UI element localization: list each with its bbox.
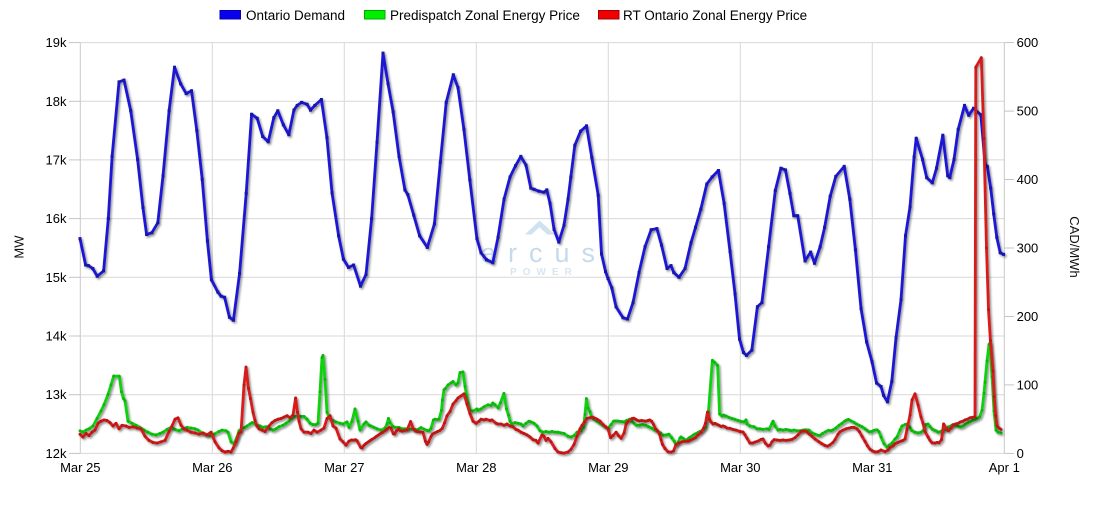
svg-text:14k: 14k (46, 329, 67, 344)
svg-text:Mar 28: Mar 28 (456, 460, 496, 475)
svg-text:600: 600 (1017, 35, 1039, 50)
svg-text:RT Ontario Zonal Energy Price: RT Ontario Zonal Energy Price (623, 8, 807, 23)
svg-text:Ontario Demand: Ontario Demand (246, 8, 345, 23)
svg-text:100: 100 (1017, 377, 1039, 392)
svg-text:Apr 1: Apr 1 (989, 460, 1020, 475)
svg-text:400: 400 (1017, 172, 1039, 187)
svg-text:Mar 31: Mar 31 (852, 460, 892, 475)
svg-text:CAD/MWh: CAD/MWh (1067, 216, 1082, 277)
svg-text:MW: MW (12, 235, 27, 259)
svg-text:18k: 18k (46, 94, 67, 109)
svg-text:Mar 25: Mar 25 (60, 460, 100, 475)
svg-text:13k: 13k (46, 387, 67, 402)
svg-text:300: 300 (1017, 241, 1039, 256)
svg-text:arcus: arcus (481, 238, 607, 268)
svg-text:17k: 17k (46, 152, 67, 167)
svg-text:16k: 16k (46, 211, 67, 226)
svg-text:12k: 12k (46, 446, 67, 461)
svg-text:Predispatch Zonal Energy Price: Predispatch Zonal Energy Price (390, 8, 580, 23)
svg-text:Mar 27: Mar 27 (324, 460, 364, 475)
svg-text:200: 200 (1017, 309, 1039, 324)
svg-text:Mar 30: Mar 30 (720, 460, 760, 475)
svg-text:500: 500 (1017, 104, 1039, 119)
svg-text:19k: 19k (46, 35, 67, 50)
svg-text:Mar 26: Mar 26 (192, 460, 232, 475)
svg-text:Mar 29: Mar 29 (588, 460, 628, 475)
svg-text:15k: 15k (46, 270, 67, 285)
svg-text:0: 0 (1017, 446, 1024, 461)
svg-text:POWER: POWER (510, 267, 578, 278)
